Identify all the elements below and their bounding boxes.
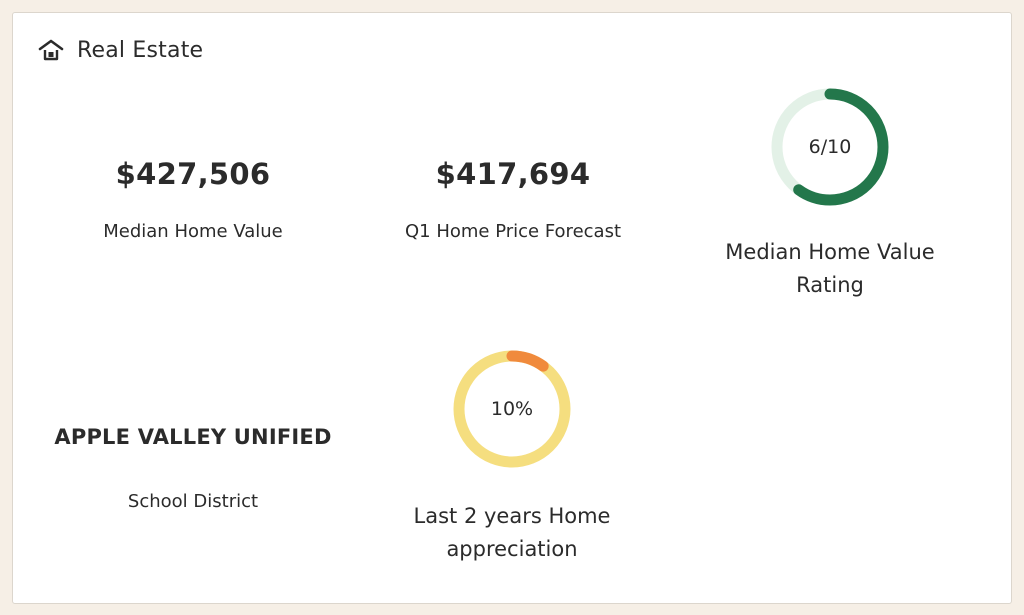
appreciation-label: Last 2 years Home appreciation: [377, 500, 647, 566]
rating-ring-arc: [771, 88, 889, 206]
appreciation-label-line1: Last 2 years Home: [413, 504, 611, 528]
school-district: APPLE VALLEY UNIFIED School District: [33, 425, 353, 512]
appreciation-ring-svg: [453, 350, 571, 468]
house-icon: [37, 38, 65, 62]
q1-home-price-forecast: $417,694 Q1 Home Price Forecast: [378, 157, 648, 242]
appreciation-label-line2: appreciation: [446, 537, 578, 561]
rating-label-line1: Median Home Value: [725, 240, 935, 264]
real-estate-card: Real Estate $427,506 Median Home Value $…: [12, 12, 1012, 604]
card-header: Real Estate: [37, 35, 203, 65]
home-value-rating-ring: 6/10: [769, 86, 891, 208]
card-title: Real Estate: [77, 37, 204, 63]
median-home-value: $427,506 Median Home Value: [73, 157, 313, 242]
appreciation-value: 10%: [490, 398, 534, 420]
appreciation-ring-arc: [453, 350, 571, 468]
q1-forecast-label: Q1 Home Price Forecast: [404, 221, 622, 242]
q1-forecast-amount: $417,694: [435, 157, 591, 191]
school-district-label: School District: [127, 491, 259, 512]
rating-label: Median Home Value Rating: [695, 236, 965, 302]
median-home-value-label: Median Home Value: [103, 221, 283, 242]
median-home-value-amount: $427,506: [115, 157, 271, 191]
school-district-name: APPLE VALLEY UNIFIED: [54, 425, 332, 449]
rating-value: 6/10: [808, 136, 852, 158]
appreciation-ring: 10%: [451, 348, 573, 470]
rating-ring-svg: [771, 88, 889, 206]
rating-label-line2: Rating: [796, 273, 864, 297]
